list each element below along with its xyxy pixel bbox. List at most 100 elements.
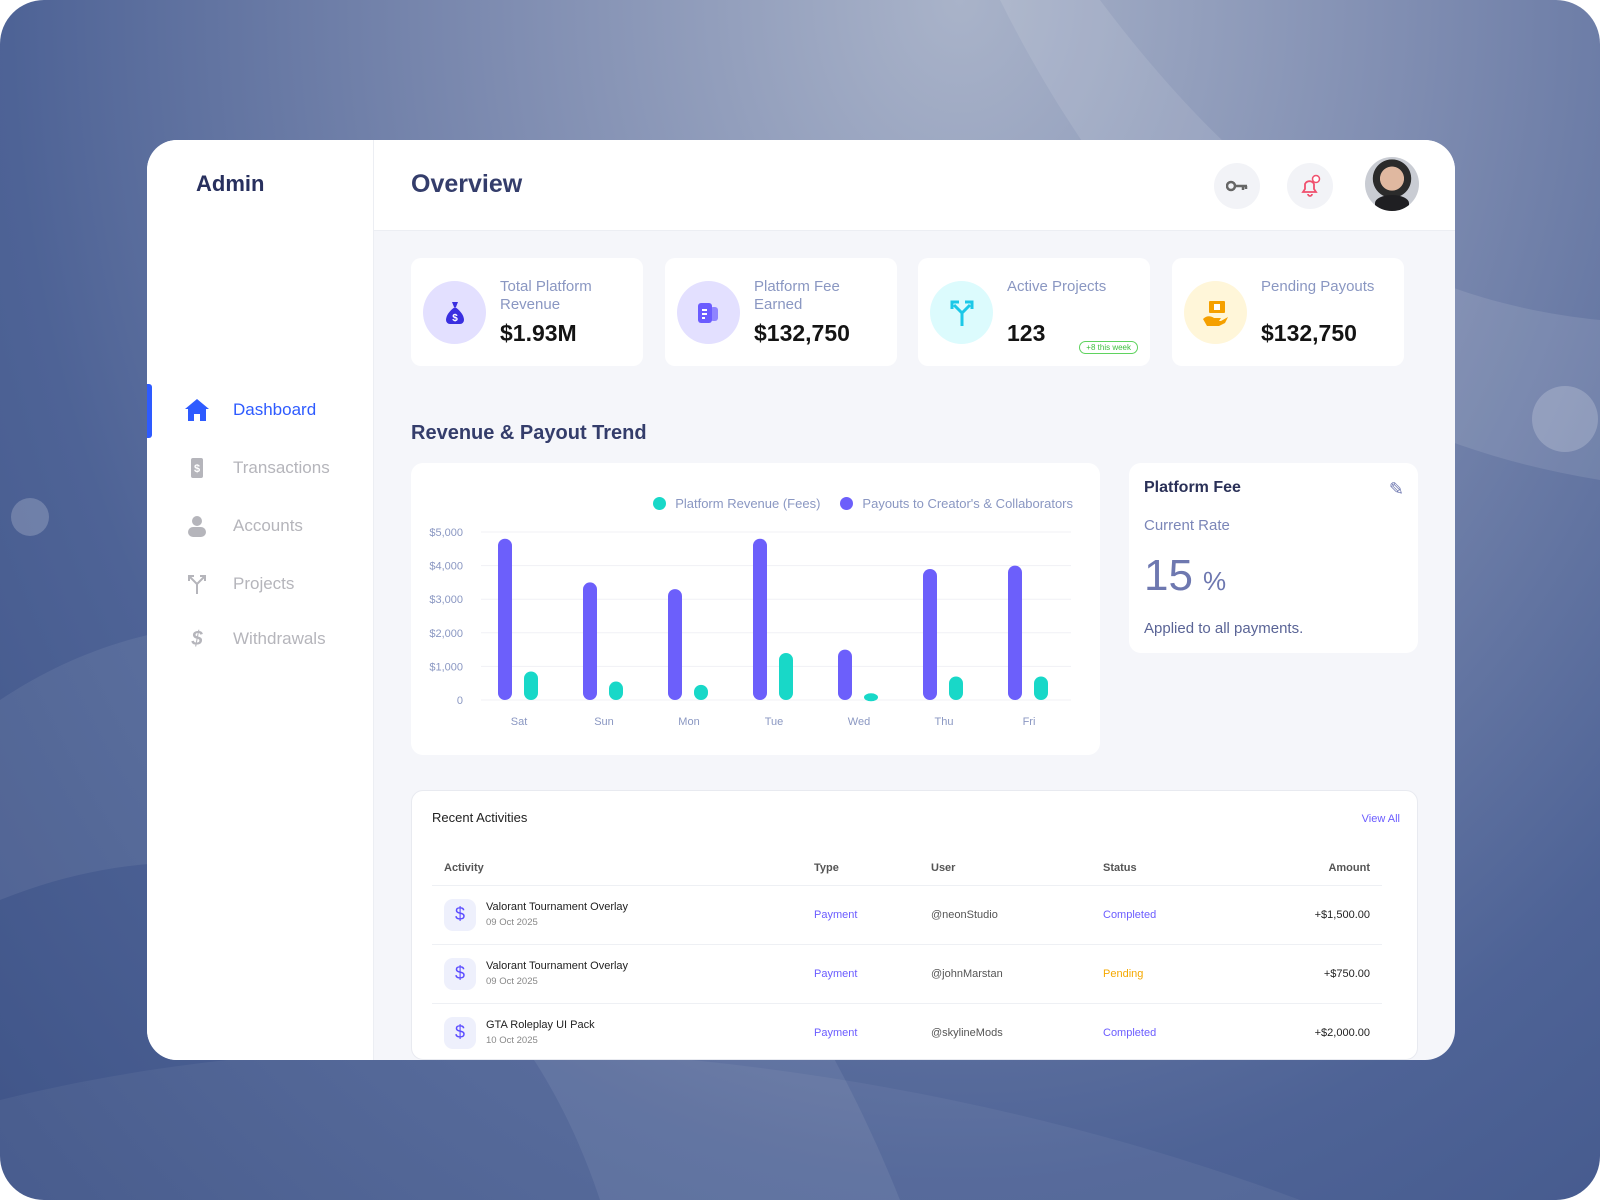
user-cell: @johnMarstan	[919, 944, 1091, 1004]
fork-icon	[185, 572, 209, 596]
stat-value: $132,750	[754, 320, 850, 346]
activity-cell: $ GTA Roleplay UI Pack 10 Oct 2025	[432, 1003, 802, 1060]
stat-value: 123	[1007, 320, 1046, 346]
sidebar-item-projects[interactable]: Projects	[147, 564, 374, 604]
amount-cell: +$2,000.00	[1251, 1003, 1382, 1060]
logo: Admin	[196, 171, 265, 196]
withdraw-icon: $	[191, 627, 203, 650]
bar-payouts-tue	[753, 538, 767, 700]
section-title: Revenue & Payout Trend	[411, 422, 647, 444]
receipt-icon	[677, 281, 740, 344]
bar-payouts-thu	[923, 568, 937, 700]
transactions-icon: $	[185, 456, 209, 480]
bar-payouts-sat	[498, 538, 512, 700]
bar-fees-fri	[1034, 676, 1048, 700]
sidebar-item-transactions[interactable]: $ Transactions	[147, 448, 374, 488]
chart-card: Platform Revenue (Fees) Payouts to Creat…	[411, 463, 1100, 755]
fee-rate: 15%	[1144, 551, 1227, 600]
table-row[interactable]: $ Valorant Tournament Overlay 09 Oct 2025 …	[432, 944, 1382, 1004]
dollar-icon: $	[444, 898, 476, 931]
activity-date: 10 Oct 2025	[486, 1035, 538, 1046]
user-icon	[185, 514, 209, 538]
notifications-button[interactable]	[1287, 163, 1333, 209]
stat-value: $132,750	[1261, 320, 1357, 346]
app-window: Admin Dashboard $ Transactions Accounts …	[147, 140, 1455, 1060]
activity-date: 09 Oct 2025	[486, 976, 538, 987]
bar-fees-mon	[694, 684, 708, 700]
activity-cell: $ Valorant Tournament Overlay 09 Oct 2025	[432, 885, 802, 945]
sidebar-item-label: Projects	[233, 574, 295, 593]
stat-label: Total Platform Revenue	[500, 278, 592, 313]
x-tick-label: Thu	[935, 716, 954, 728]
fee-note: Applied to all payments.	[1144, 620, 1304, 637]
y-tick-label: $5,000	[429, 527, 463, 539]
sidebar-item-dashboard[interactable]: Dashboard	[147, 384, 374, 438]
legend-item-payouts: Payouts to Creator's & Collaborators	[840, 496, 1073, 511]
bar-chart: 0 $1,000 $2,000 $3,000 $4,000 $5,000 Sat Sun Mon…	[429, 527, 1071, 728]
activity-name: Valorant Tournament Overlay	[486, 960, 629, 972]
avatar[interactable]	[1365, 157, 1419, 211]
bar-payouts-fri	[1008, 565, 1022, 700]
user-cell: @neonStudio	[919, 885, 1091, 945]
col-activity: Activity	[432, 851, 802, 886]
fork-icon	[930, 281, 993, 344]
sidebar-item-withdrawals[interactable]: $ Withdrawals	[147, 619, 374, 659]
stat-card: $ Total Platform Revenue $1.93M	[411, 258, 643, 366]
table-row[interactable]: $ GTA Roleplay UI Pack 10 Oct 2025 Payment…	[432, 1003, 1382, 1060]
key-button[interactable]	[1214, 163, 1260, 209]
x-tick-label: Sun	[594, 716, 614, 728]
stat-card: Pending Payouts $132,750	[1172, 258, 1404, 366]
sidebar-item-label: Dashboard	[233, 400, 317, 419]
status-cell: Pending	[1091, 944, 1251, 1004]
view-all-link[interactable]: View All	[1361, 813, 1400, 825]
x-tick-label: Fri	[1023, 716, 1036, 728]
table-row[interactable]: $ Valorant Tournament Overlay 09 Oct 2025 …	[432, 885, 1382, 945]
sidebar-item-accounts[interactable]: Accounts	[147, 506, 374, 546]
amount-cell: +$750.00	[1251, 944, 1382, 1004]
y-tick-label: $4,000	[429, 561, 463, 573]
stat-label: Pending Payouts	[1261, 278, 1375, 295]
activity-name: GTA Roleplay UI Pack	[486, 1019, 595, 1031]
activities-table: Activity Type User Status Amount $ Valora…	[432, 851, 1382, 1060]
col-status: Status	[1091, 851, 1251, 886]
stat-value: $1.93M	[500, 320, 577, 346]
key-icon	[1226, 180, 1248, 192]
y-tick-label: $3,000	[429, 594, 463, 606]
bar-fees-tue	[779, 652, 793, 700]
bar-fees-sat	[524, 671, 538, 700]
dollar-icon: $	[444, 1016, 476, 1049]
user-cell: @skylineMods	[919, 1003, 1091, 1060]
status-cell: Completed	[1091, 1003, 1251, 1060]
svg-text:$: $	[194, 463, 200, 475]
y-tick-label: $2,000	[429, 628, 463, 640]
sidebar-item-label: Withdrawals	[233, 629, 326, 648]
activity-cell: $ Valorant Tournament Overlay 09 Oct 2025	[432, 944, 802, 1004]
edit-pencil-icon[interactable]: ✎	[1388, 479, 1404, 499]
x-tick-label: Tue	[765, 716, 784, 728]
col-amount: Amount	[1251, 851, 1382, 886]
bar-fees-wed	[864, 693, 878, 702]
sidebar: Admin Dashboard $ Transactions Accounts …	[147, 140, 374, 1060]
fee-subtitle: Current Rate	[1144, 517, 1230, 534]
svg-text:$: $	[452, 313, 458, 324]
bar-fees-thu	[949, 676, 963, 700]
type-cell: Payment	[802, 885, 919, 945]
bar-fees-sun	[609, 681, 623, 700]
activity-date: 09 Oct 2025	[486, 917, 538, 928]
sidebar-item-label: Transactions	[233, 458, 330, 477]
col-user: User	[919, 851, 1091, 886]
legend-item-fees: Platform Revenue (Fees)	[653, 496, 820, 511]
chart-legend: Platform Revenue (Fees) Payouts to Creat…	[653, 496, 1073, 511]
stat-label: Active Projects	[1007, 278, 1107, 295]
sidebar-item-label: Accounts	[233, 516, 303, 535]
y-tick-label: 0	[457, 695, 463, 707]
header: Overview	[374, 140, 1455, 231]
home-icon	[185, 398, 209, 422]
stat-card: Active Projects 123 +8 this week	[918, 258, 1150, 366]
payout-hand-icon	[1184, 281, 1247, 344]
bar-payouts-sun	[583, 582, 597, 700]
money-bag-icon: $	[423, 281, 486, 344]
bar-payouts-wed	[838, 649, 852, 700]
trend-badge: +8 this week	[1079, 341, 1138, 354]
status-cell: Completed	[1091, 885, 1251, 945]
